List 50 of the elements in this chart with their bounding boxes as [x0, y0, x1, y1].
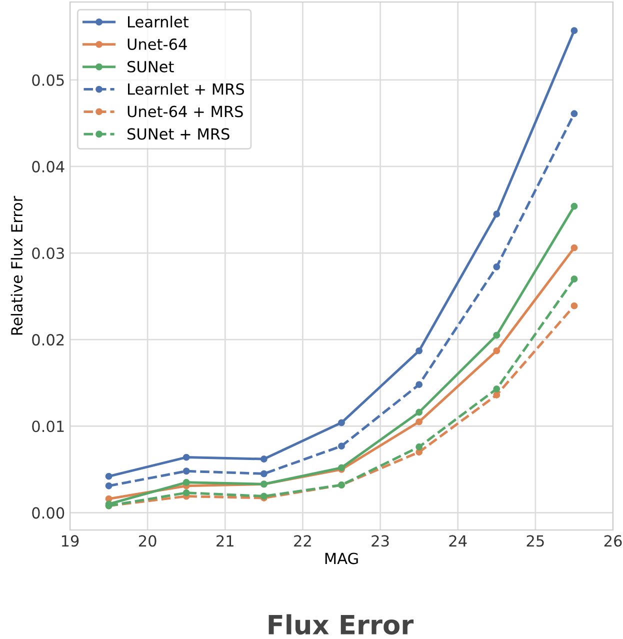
- point: [416, 347, 423, 354]
- x-tick-label: 25: [526, 535, 544, 547]
- point: [182, 489, 190, 496]
- y-axis-title: Relative Flux Error: [10, 196, 23, 335]
- legend-label: SUNet + MRS: [128, 128, 230, 140]
- x-tick-label: 23: [372, 535, 389, 547]
- point: [105, 482, 112, 490]
- y-tick-label: 0.02: [32, 334, 64, 346]
- point: [493, 392, 500, 398]
- x-tick-label: 26: [604, 535, 622, 547]
- legend-label: SUNet: [128, 60, 174, 72]
- point: [260, 456, 268, 462]
- x-tick-label: 22: [294, 535, 311, 546]
- x-tick-label: 24: [449, 535, 467, 546]
- point: [182, 468, 190, 475]
- point: [416, 408, 423, 416]
- x-tick-label: 21: [216, 535, 234, 546]
- point: [338, 419, 345, 426]
- point: [493, 332, 500, 339]
- y-tick-label: 0.03: [32, 247, 64, 260]
- point: [416, 418, 423, 426]
- y-tick-label: 0.00: [32, 507, 64, 519]
- legend-label: Learnlet + MRS: [128, 83, 244, 95]
- point: [338, 442, 345, 450]
- point: [570, 302, 578, 310]
- point: [493, 263, 500, 270]
- point: [182, 454, 190, 461]
- y-tick-label: 0.01: [32, 420, 64, 432]
- point: [570, 244, 578, 252]
- point: [416, 443, 423, 450]
- point: [260, 470, 268, 478]
- legend-label: Learnlet: [128, 16, 188, 28]
- x-axis-title: MAG: [325, 552, 358, 564]
- y-tick-label: 0.05: [32, 74, 64, 86]
- point: [570, 202, 578, 210]
- point: [570, 110, 578, 118]
- y-tick-label: 0.04: [32, 160, 64, 172]
- point: [105, 472, 112, 480]
- text: Flux Error: [268, 614, 414, 635]
- point: [570, 27, 578, 34]
- legend-label: Unet-64 + MRS: [128, 106, 243, 118]
- point: [570, 276, 578, 282]
- point: [182, 478, 190, 486]
- x-tick-label: 20: [138, 535, 156, 547]
- point: [493, 385, 500, 392]
- point: [493, 210, 500, 218]
- legend-label: Unet-64: [128, 38, 187, 50]
- x-tick-label: 19: [62, 535, 79, 547]
- point: [493, 347, 500, 354]
- point: [416, 381, 423, 388]
